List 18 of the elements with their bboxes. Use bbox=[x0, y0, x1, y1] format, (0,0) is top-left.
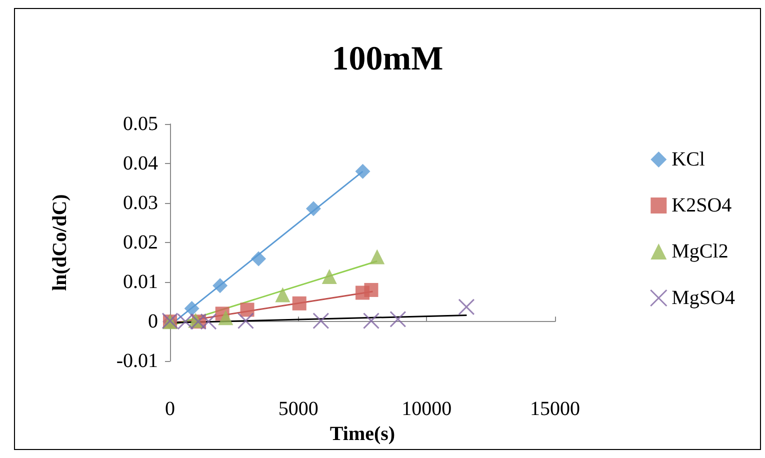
y-axis-title: ln(dCo/dC) bbox=[49, 194, 71, 291]
x-tick-label: 15000 bbox=[530, 398, 580, 420]
y-tick-label: -0.01 bbox=[116, 350, 158, 372]
y-tick-label: 0.01 bbox=[123, 271, 158, 294]
y-tick-label: 0.03 bbox=[123, 192, 158, 214]
x-tick-label: 5000 bbox=[278, 398, 318, 420]
legend-label: MgCl2 bbox=[672, 240, 728, 262]
x-tick-label: 0 bbox=[165, 398, 175, 420]
y-tick-label: 0.02 bbox=[123, 232, 158, 254]
legend-label: KCl bbox=[672, 148, 706, 170]
y-tick-label: 0.05 bbox=[123, 113, 158, 135]
legend-label: K2SO4 bbox=[672, 194, 732, 216]
x-axis-title: Time(s) bbox=[330, 423, 396, 445]
legend-label: MgSO4 bbox=[672, 287, 736, 309]
y-tick-label: 0.04 bbox=[123, 152, 158, 175]
x-tick-label: 10000 bbox=[402, 398, 452, 420]
y-tick-label: 0 bbox=[148, 310, 158, 333]
chart-title: 100mM bbox=[332, 40, 444, 78]
